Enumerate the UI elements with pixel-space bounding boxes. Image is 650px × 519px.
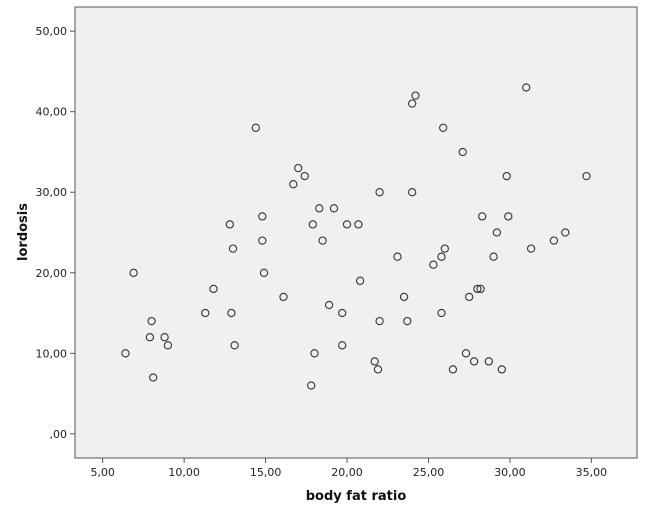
- x-tick-label: 5,00: [90, 466, 115, 479]
- data-point: [300, 171, 309, 181]
- data-point: [393, 252, 402, 261]
- data-point: [329, 204, 339, 213]
- x-tick-label: 10,00: [168, 466, 200, 479]
- data-point: [429, 260, 438, 269]
- data-points: [121, 83, 591, 390]
- data-point: [160, 333, 169, 342]
- data-point: [129, 268, 138, 277]
- data-point: [399, 292, 409, 302]
- data-point: [149, 373, 158, 382]
- data-point: [318, 236, 327, 245]
- data-point: [259, 268, 269, 277]
- data-point: [440, 244, 449, 253]
- data-point: [251, 123, 260, 132]
- plot-area: [74, 6, 638, 459]
- data-point: [342, 220, 352, 229]
- x-axis-title: body fat ratio: [306, 489, 407, 504]
- data-point: [403, 316, 412, 326]
- data-point: [465, 292, 474, 302]
- data-point: [315, 204, 324, 213]
- data-point: [258, 212, 267, 221]
- y-tick-label: 10,00: [36, 347, 68, 360]
- data-point: [492, 228, 502, 237]
- data-point: [228, 244, 238, 253]
- data-point: [201, 308, 210, 318]
- data-point: [121, 349, 130, 358]
- data-point: [411, 91, 420, 100]
- data-point: [145, 333, 155, 342]
- data-point: [497, 365, 506, 374]
- data-point: [279, 292, 288, 302]
- data-point: [370, 357, 379, 366]
- data-point: [582, 171, 591, 181]
- data-point: [307, 381, 316, 390]
- data-point: [458, 147, 467, 157]
- data-point: [526, 244, 536, 253]
- data-point: [484, 357, 493, 366]
- data-point: [163, 341, 173, 350]
- data-point: [375, 188, 384, 197]
- data-point: [489, 252, 498, 261]
- data-point: [308, 220, 317, 229]
- data-point: [437, 252, 446, 261]
- data-point: [375, 316, 384, 326]
- data-point: [338, 341, 347, 350]
- x-tick-label: 25,00: [413, 466, 445, 479]
- data-point: [310, 349, 319, 358]
- data-point: [209, 284, 218, 294]
- data-point: [147, 316, 156, 326]
- data-point: [476, 284, 485, 294]
- data-point: [355, 276, 365, 285]
- y-tick-label: 20,00: [36, 267, 68, 280]
- y-tick-label: 50,00: [36, 25, 68, 38]
- x-tick-label: 35,00: [576, 466, 608, 479]
- data-point: [522, 83, 531, 92]
- y-axis-title: lordosis: [16, 203, 31, 261]
- x-tick-label: 15,00: [250, 466, 282, 479]
- data-point: [461, 349, 471, 358]
- data-point: [294, 163, 303, 173]
- data-point: [408, 188, 417, 197]
- x-tick-label: 30,00: [494, 466, 526, 479]
- data-point: [439, 123, 448, 132]
- data-point: [373, 365, 383, 374]
- data-point: [549, 236, 559, 245]
- data-point: [408, 99, 417, 108]
- data-point: [561, 228, 570, 237]
- data-point: [258, 236, 267, 245]
- data-point: [289, 180, 298, 189]
- y-tick-label: 40,00: [36, 106, 68, 119]
- data-point: [478, 212, 487, 221]
- data-point: [338, 308, 347, 318]
- x-axis: 5,00 10,00 15,00 20,00 25,00 30,00 35,00: [75, 457, 637, 479]
- data-point: [504, 212, 513, 221]
- y-tick-label: 30,00: [36, 186, 68, 199]
- x-tick-label: 20,00: [331, 466, 363, 479]
- data-point: [437, 308, 446, 318]
- data-point: [354, 220, 363, 229]
- data-point: [473, 284, 482, 294]
- data-point: [502, 171, 511, 181]
- data-point: [227, 308, 236, 318]
- data-point: [230, 341, 239, 350]
- y-tick-label: ,00: [50, 428, 68, 441]
- y-axis: ,00 10,00 20,00 30,00 40,00 50,00: [36, 7, 76, 458]
- data-point: [324, 300, 334, 310]
- data-point: [469, 357, 479, 366]
- data-point: [225, 220, 234, 229]
- data-point: [448, 365, 458, 374]
